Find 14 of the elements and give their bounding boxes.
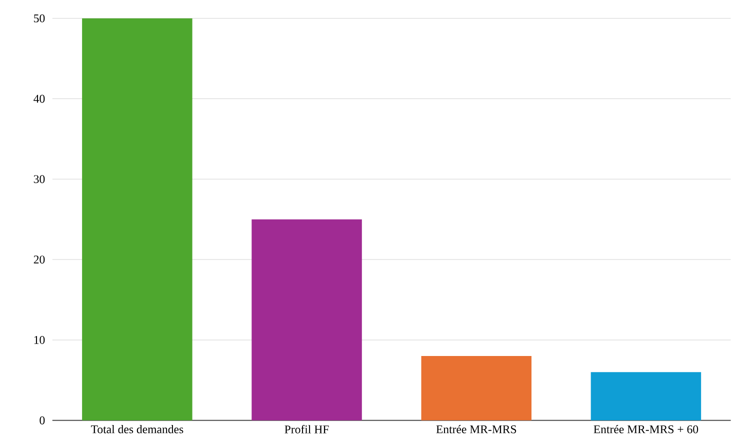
y-tick-label: 0 (40, 416, 45, 424)
x-tick-label: Total des demandes (91, 425, 184, 434)
x-tick-label: Entrée MR-MRS + 60 (594, 425, 698, 434)
x-tick-label: Profil HF (284, 425, 329, 434)
bar (252, 219, 362, 420)
y-tick-label: 10 (34, 336, 45, 344)
y-tick-label: 20 (34, 256, 45, 264)
y-tick-label: 50 (34, 14, 45, 22)
bar (421, 356, 532, 420)
bar (590, 372, 702, 420)
x-tick-label: Entrée MR-MRS (436, 425, 516, 434)
y-tick-label: 30 (34, 175, 45, 184)
y-tick-label: 40 (34, 94, 45, 103)
bar (82, 18, 192, 420)
